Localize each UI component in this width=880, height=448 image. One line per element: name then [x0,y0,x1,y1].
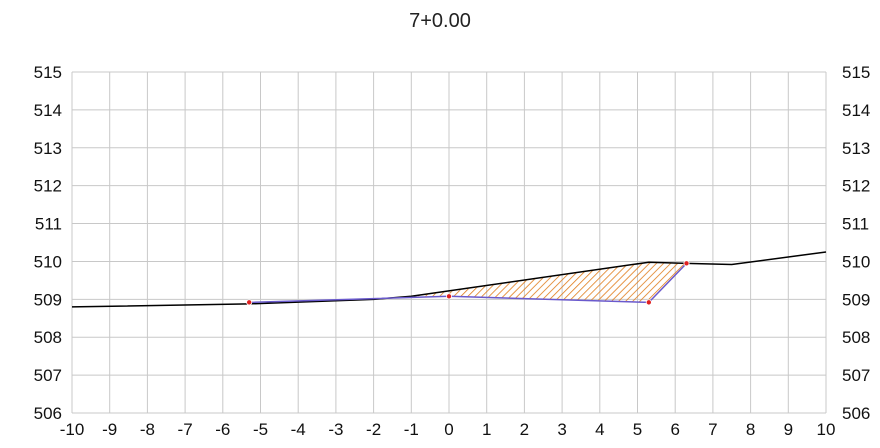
x-tick-label: -6 [215,420,230,439]
y-tick-label-right: 512 [842,177,870,196]
vertex-marker [645,299,652,306]
x-tick-label: -4 [291,420,306,439]
x-tick-label: 7 [708,420,717,439]
x-tick-label: 2 [520,420,529,439]
x-tick-label: -8 [140,420,155,439]
y-tick-label-left: 513 [34,139,62,158]
cut-area-hatch [411,262,687,303]
y-tick-label-left: 512 [34,177,62,196]
x-tick-label: 3 [557,420,566,439]
design-line [249,262,688,304]
y-tick-label-left: 510 [34,252,62,271]
x-tick-label: -10 [60,420,85,439]
ground-line [71,251,827,308]
x-tick-label: 0 [444,420,453,439]
y-tick-label-right: 507 [842,366,870,385]
y-tick-label-right: 508 [842,328,870,347]
y-tick-label-left: 506 [34,404,62,423]
x-tick-label: 10 [817,420,836,439]
x-tick-label: 5 [633,420,642,439]
x-tick-label: -9 [102,420,117,439]
x-tick-label: 8 [746,420,755,439]
y-tick-label-right: 511 [842,215,869,234]
x-tick-label: 6 [670,420,679,439]
x-tick-label: -1 [404,420,419,439]
y-tick-label-left: 507 [34,366,62,385]
x-tick-label: -5 [253,420,268,439]
chart-title: 7+0.00 [409,10,471,32]
y-tick-label-left: 511 [35,215,62,234]
y-tick-label-left: 509 [34,290,62,309]
y-tick-label-right: 506 [842,404,870,423]
vertex-marker [683,260,690,267]
y-tick-label-left: 515 [34,63,62,82]
x-tick-label: 9 [784,420,793,439]
x-tick-label: -7 [178,420,193,439]
x-tick-label: 1 [482,420,491,439]
y-tick-label-right: 515 [842,63,870,82]
y-tick-label-left: 508 [34,328,62,347]
y-tick-label-right: 513 [842,139,870,158]
x-tick-label: -3 [328,420,343,439]
vertex-marker [246,299,253,306]
x-tick-label: 4 [595,420,604,439]
y-tick-label-right: 514 [842,101,870,120]
y-tick-label-right: 509 [842,290,870,309]
vertex-marker [445,293,452,300]
y-tick-label-left: 514 [34,101,62,120]
y-tick-label-right: 510 [842,252,870,271]
x-tick-label: -2 [366,420,381,439]
